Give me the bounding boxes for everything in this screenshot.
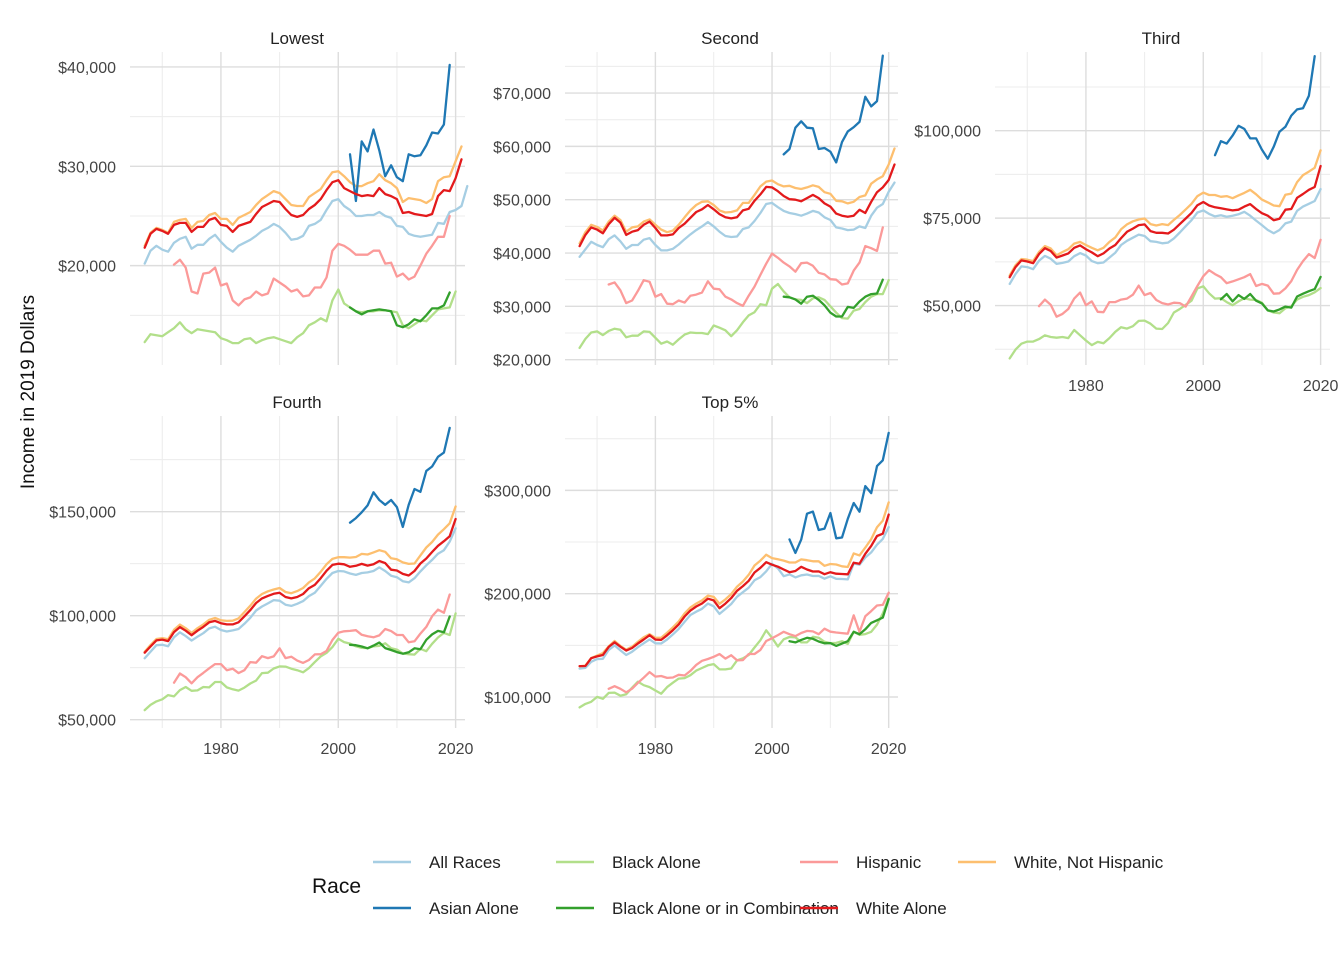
series-line-white-not-hispanic-second xyxy=(578,147,896,245)
legend-label: Black Alone xyxy=(612,853,701,872)
y-tick-label: $75,000 xyxy=(923,211,981,228)
panel-title: Second xyxy=(701,29,759,48)
series-line-asian-alone-lowest xyxy=(348,63,451,203)
series-line-black-alone-or-in-combination-fourth xyxy=(348,615,451,655)
series-line-black-alone-or-in-combination-top-5 xyxy=(788,597,890,648)
y-tick-label: $150,000 xyxy=(49,505,116,522)
y-tick-label: $60,000 xyxy=(493,139,551,156)
legend-label: Asian Alone xyxy=(429,899,519,918)
series-line-all-races-lowest xyxy=(143,184,469,265)
series-line-hispanic-top-5 xyxy=(607,591,890,694)
series-line-hispanic-second xyxy=(607,226,884,307)
panel-title: Fourth xyxy=(272,393,321,412)
y-tick-label: $50,000 xyxy=(493,193,551,210)
legend-item-black-alone-or-in-combination: Black Alone or in Combination xyxy=(556,899,839,918)
y-tick-label: $100,000 xyxy=(484,690,551,707)
y-tick-label: $40,000 xyxy=(58,60,116,77)
series-line-white-not-hispanic-lowest xyxy=(143,145,463,247)
panel-title: Lowest xyxy=(270,29,324,48)
series-line-asian-alone-fourth xyxy=(348,426,451,529)
y-tick-label: $100,000 xyxy=(49,609,116,626)
chart-panels: $20,000 $30,000 $40,000 Lowest $20,000 $30,00… xyxy=(49,29,1338,758)
y-tick-label: $20,000 xyxy=(493,353,551,370)
series-line-white-alone-top-5 xyxy=(578,513,890,668)
series-line-asian-alone-second xyxy=(782,54,884,164)
series-line-black-alone-lowest xyxy=(143,288,457,345)
x-tick-label: 2000 xyxy=(320,741,356,758)
series-line-white-alone-third xyxy=(1008,164,1322,279)
y-tick-label: $50,000 xyxy=(58,713,116,730)
legend-item-white-alone: White Alone xyxy=(800,899,947,918)
panel-third: $50,000 $75,000 $100,000 1980 2000 2020 Third xyxy=(914,29,1338,395)
panel-top-5: $100,000 $200,000 $300,000 1980 2000 2020 Top … xyxy=(484,393,906,758)
legend-item-white-not-hispanic: White, Not Hispanic xyxy=(958,853,1164,872)
x-tick-label: 2020 xyxy=(438,741,474,758)
y-tick-label: $30,000 xyxy=(58,159,116,176)
series-line-white-alone-fourth xyxy=(143,517,457,654)
legend-item-asian-alone: Asian Alone xyxy=(373,899,519,918)
series-line-hispanic-lowest xyxy=(172,214,451,307)
panel-second: $20,000 $30,000 $40,000 $50,000 $60,000 $70,0… xyxy=(493,29,898,370)
legend-label: Black Alone or in Combination xyxy=(612,899,839,918)
y-tick-label: $200,000 xyxy=(484,587,551,604)
series-line-black-alone-or-in-combination-third xyxy=(1219,275,1322,313)
y-tick-label: $100,000 xyxy=(914,124,981,141)
x-tick-label: 1980 xyxy=(638,741,674,758)
series-line-black-alone-or-in-combination-second xyxy=(782,278,884,318)
series-line-asian-alone-third xyxy=(1213,55,1316,160)
y-axis-title: Income in 2019 Dollars xyxy=(18,295,39,489)
series-line-white-not-hispanic-third xyxy=(1008,149,1322,277)
series-line-all-races-third xyxy=(1008,187,1322,286)
series-line-all-races-fourth xyxy=(143,527,457,660)
x-tick-label: 1980 xyxy=(203,741,239,758)
series-line-hispanic-third xyxy=(1037,238,1322,318)
series-line-black-alone-second xyxy=(578,279,890,350)
y-tick-label: $300,000 xyxy=(484,483,551,500)
series-line-black-alone-third xyxy=(1008,285,1322,360)
series-line-asian-alone-top-5 xyxy=(788,431,890,555)
y-tick-label: $40,000 xyxy=(493,246,551,263)
series-line-all-races-top-5 xyxy=(578,526,890,670)
legend-item-all-races: All Races xyxy=(373,853,501,872)
legend-label: White, Not Hispanic xyxy=(1014,853,1164,872)
legend: Race All Races Asian Alone Black Alone Blac… xyxy=(312,853,1164,918)
panel-title: Third xyxy=(1142,29,1181,48)
y-tick-label: $70,000 xyxy=(493,86,551,103)
panel-fourth: $50,000 $100,000 $150,000 1980 2000 2020 Fourt… xyxy=(49,393,473,758)
legend-item-hispanic: Hispanic xyxy=(800,853,922,872)
legend-label: All Races xyxy=(429,853,501,872)
x-tick-label: 2000 xyxy=(754,741,790,758)
panel-title: Top 5% xyxy=(702,393,759,412)
series-line-white-alone-lowest xyxy=(143,158,463,249)
x-tick-label: 2020 xyxy=(1303,378,1339,395)
y-tick-label: $50,000 xyxy=(923,299,981,316)
legend-label: Hispanic xyxy=(856,853,922,872)
x-tick-label: 1980 xyxy=(1068,378,1104,395)
series-line-black-alone-or-in-combination-lowest xyxy=(348,291,451,329)
series-line-white-not-hispanic-fourth xyxy=(143,505,457,653)
series-line-white-alone-second xyxy=(578,163,896,248)
panel-lowest: $20,000 $30,000 $40,000 Lowest xyxy=(58,29,469,365)
legend-item-black-alone: Black Alone xyxy=(556,853,701,872)
y-tick-label: $30,000 xyxy=(493,299,551,316)
series-line-all-races-second xyxy=(578,181,896,258)
legend-title: Race xyxy=(312,875,361,898)
legend-label: White Alone xyxy=(856,899,947,918)
series-line-hispanic-fourth xyxy=(172,593,451,685)
x-tick-label: 2000 xyxy=(1185,378,1221,395)
x-tick-label: 2020 xyxy=(871,741,907,758)
y-tick-label: $20,000 xyxy=(58,259,116,276)
